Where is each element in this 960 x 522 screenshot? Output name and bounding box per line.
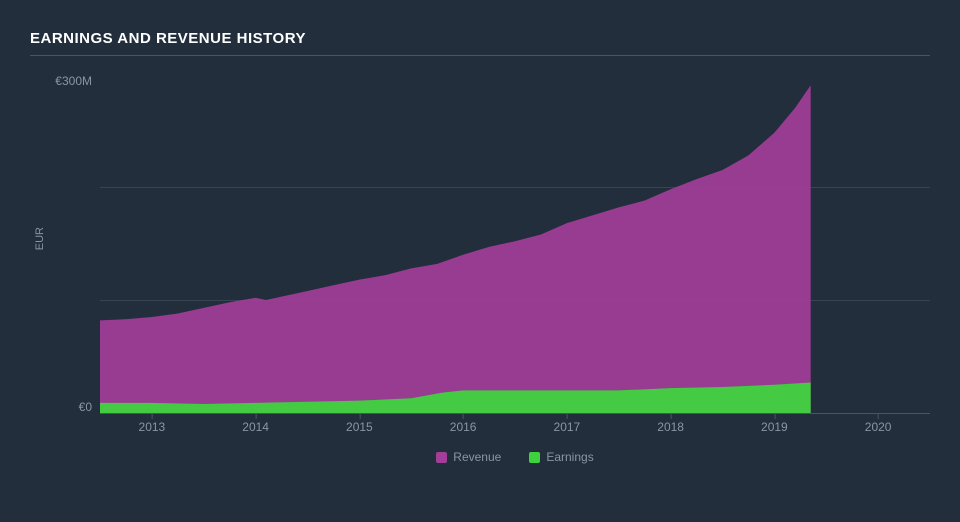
- y-tick-label: €0: [46, 400, 92, 414]
- legend-label: Earnings: [546, 450, 593, 464]
- chart-container: EARNINGS AND REVENUE HISTORY EUR €300M €…: [0, 0, 960, 484]
- x-tick-label: 2020: [865, 420, 892, 434]
- legend-swatch: [529, 452, 540, 463]
- x-tick-label: 2015: [346, 420, 373, 434]
- x-tick-label: 2017: [554, 420, 581, 434]
- area-series-svg: [100, 74, 930, 413]
- x-tick-label: 2014: [242, 420, 269, 434]
- plot-region: [100, 74, 930, 414]
- legend-item-revenue: Revenue: [436, 450, 501, 464]
- y-axis-ticks: €300M €0: [46, 74, 100, 414]
- chart-area: EUR €300M €0 201320142015201620172018201…: [30, 74, 930, 464]
- x-tick-label: 2016: [450, 420, 477, 434]
- plot-column: 2013 2014 2015 2016 2017 2018 2019 2020 Revenue…: [100, 74, 930, 464]
- x-tick-label: 2019: [761, 420, 788, 434]
- x-axis-ticks: 2013 2014 2015 2016 2017 2018 2019 2020: [100, 414, 930, 436]
- y-tick-label: €300M: [46, 74, 92, 88]
- chart-title: EARNINGS AND REVENUE HISTORY: [30, 30, 930, 56]
- y-axis-label: EUR: [30, 227, 46, 250]
- legend-item-earnings: Earnings: [529, 450, 593, 464]
- area-series-revenue: [100, 85, 811, 413]
- x-tick-label: 2013: [139, 420, 166, 434]
- chart-legend: Revenue Earnings: [100, 450, 930, 464]
- legend-label: Revenue: [453, 450, 501, 464]
- legend-swatch: [436, 452, 447, 463]
- x-tick-label: 2018: [657, 420, 684, 434]
